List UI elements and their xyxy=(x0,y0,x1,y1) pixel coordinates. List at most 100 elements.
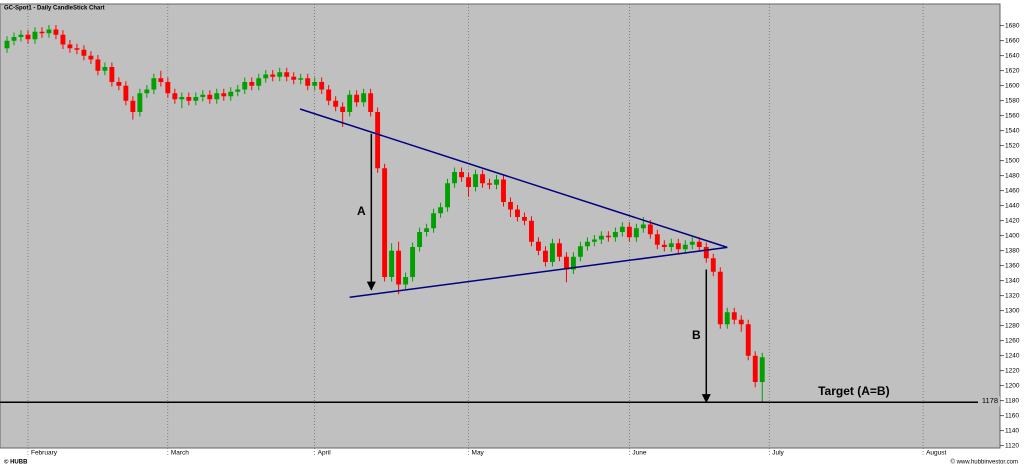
candle-body xyxy=(515,209,520,217)
candle-body xyxy=(424,228,430,232)
candle-body xyxy=(277,72,283,77)
y-tick-label: 1620 xyxy=(1005,67,1020,74)
candle-body xyxy=(88,55,94,60)
candle-body xyxy=(389,250,395,277)
x-tick-label: March xyxy=(171,450,189,457)
candle-body xyxy=(158,78,164,82)
candle-body xyxy=(759,357,765,382)
candle-body xyxy=(403,277,409,285)
candle-body xyxy=(536,241,541,251)
plot-area xyxy=(0,3,1001,449)
candle-body xyxy=(543,250,548,262)
x-tick-label: June xyxy=(632,450,646,457)
footer-right: © www.hubbinvestor.com xyxy=(951,459,1018,466)
candle-body xyxy=(116,82,122,86)
candle-body xyxy=(46,29,52,34)
candle-body xyxy=(731,312,737,320)
candle-body xyxy=(752,355,758,382)
y-tick-label: 1500 xyxy=(1005,157,1020,164)
candle-body xyxy=(340,106,346,112)
y-tick-label: 1180 xyxy=(1005,397,1019,404)
y-tick-label: 1360 xyxy=(1005,262,1020,269)
candle-body xyxy=(466,177,471,187)
candle-body xyxy=(207,94,213,100)
candle-body xyxy=(242,82,248,90)
hline-label: 1178 xyxy=(982,396,998,405)
y-tick-label: 1420 xyxy=(1005,217,1020,224)
candle-body xyxy=(745,324,751,356)
candle-body xyxy=(32,31,38,40)
candle-body xyxy=(347,94,353,112)
y-tick-label: 1440 xyxy=(1005,202,1020,209)
candle-body xyxy=(696,241,702,247)
candle-body xyxy=(591,239,597,242)
candle-body xyxy=(319,82,325,90)
candle-body xyxy=(326,89,332,101)
arrow-label: B xyxy=(692,328,701,342)
candle-body xyxy=(368,93,374,112)
candle-body xyxy=(137,93,143,112)
candle-body xyxy=(298,78,304,80)
candle-body xyxy=(11,37,17,41)
candle-body xyxy=(675,243,681,250)
candle-body xyxy=(179,97,185,100)
candle-body xyxy=(501,179,506,202)
y-tick-label: 1580 xyxy=(1005,97,1020,104)
candle-body xyxy=(312,82,318,86)
candle-body xyxy=(67,44,73,49)
candle-body xyxy=(25,34,31,40)
candle-body xyxy=(703,247,709,259)
candle-body xyxy=(431,213,437,229)
candle-body xyxy=(165,82,171,94)
y-tick-label: 1220 xyxy=(1005,367,1020,374)
y-tick-label: 1300 xyxy=(1005,307,1020,314)
candle-body xyxy=(144,89,150,94)
candle-body xyxy=(445,183,450,208)
candle-body xyxy=(193,97,199,101)
y-tick-label: 1340 xyxy=(1005,277,1020,284)
candle-body xyxy=(633,228,639,238)
candle-body xyxy=(563,256,569,270)
footer-left: © HUBB xyxy=(4,459,28,466)
y-tick-label: 1520 xyxy=(1005,142,1020,149)
y-tick-label: 1600 xyxy=(1005,82,1020,89)
candle-body xyxy=(305,78,311,86)
candle-body xyxy=(53,29,59,35)
y-tick-label: 1640 xyxy=(1005,52,1020,59)
y-tick-label: 1540 xyxy=(1005,127,1020,134)
candle-body xyxy=(626,226,632,238)
candle-body xyxy=(375,112,381,169)
candle-body xyxy=(598,235,604,240)
y-tick-label: 1140 xyxy=(1005,427,1019,434)
candle-body xyxy=(74,48,80,50)
y-tick-label: 1560 xyxy=(1005,112,1020,119)
y-tick-label: 1320 xyxy=(1005,292,1020,299)
candle-body xyxy=(508,202,513,210)
candle-body xyxy=(200,94,206,97)
candle-body xyxy=(270,74,276,77)
candle-body xyxy=(81,49,87,56)
candle-body xyxy=(382,168,388,277)
y-tick-label: 1240 xyxy=(1005,352,1020,359)
target-label: Target (A=B) xyxy=(818,384,889,398)
candle-body xyxy=(263,74,269,79)
candle-body xyxy=(396,250,402,285)
candle-body xyxy=(522,217,527,221)
candle-body xyxy=(417,232,423,247)
candle-body xyxy=(577,246,583,257)
candle-body xyxy=(235,89,241,92)
arrow-label: A xyxy=(357,204,366,218)
y-tick-label: 1660 xyxy=(1005,37,1020,44)
candle-body xyxy=(438,207,444,214)
y-tick-label: 1460 xyxy=(1005,187,1020,194)
candle-body xyxy=(647,224,653,235)
candle-body xyxy=(228,91,234,97)
x-tick-label: February xyxy=(31,450,58,457)
candle-body xyxy=(487,183,492,185)
y-tick-label: 1260 xyxy=(1005,337,1020,344)
candle-body xyxy=(60,34,66,45)
y-tick-label: 1480 xyxy=(1005,172,1020,179)
x-tick-label: August xyxy=(926,450,946,457)
candle-body xyxy=(354,94,360,103)
chart-title: GC-Spot1 - Daily CandleStick Chart xyxy=(4,6,105,12)
